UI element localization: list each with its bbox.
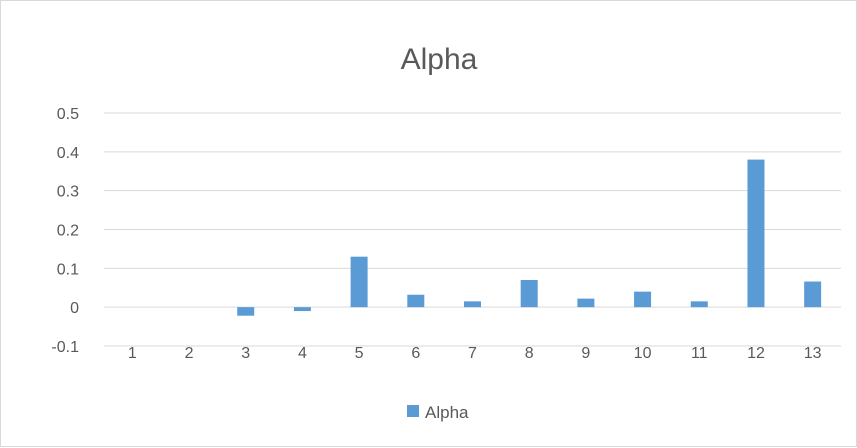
y-tick-label: 0.4 xyxy=(57,145,79,162)
x-tick-label: 9 xyxy=(581,345,590,362)
y-tick-label: 0.5 xyxy=(57,106,79,123)
legend-label: Alpha xyxy=(425,403,469,422)
bar xyxy=(407,294,425,308)
bar xyxy=(634,291,652,308)
gridlines xyxy=(104,112,841,347)
x-tick-label: 1 xyxy=(128,345,137,362)
bar xyxy=(464,301,481,308)
y-tick-label: 0.1 xyxy=(57,261,79,278)
x-tick-label: 3 xyxy=(241,345,250,362)
bar xyxy=(577,298,595,308)
bar xyxy=(293,307,311,312)
x-tick-label: 13 xyxy=(804,345,822,362)
x-tick-label: 11 xyxy=(691,345,708,362)
bar xyxy=(804,281,822,308)
y-tick-label: -0.1 xyxy=(51,339,79,356)
x-tick-label: 8 xyxy=(525,345,534,362)
legend: Alpha xyxy=(407,403,469,422)
chart-title: Alpha xyxy=(401,43,478,76)
y-tick-label: 0.3 xyxy=(57,184,79,201)
bar xyxy=(350,256,368,308)
y-axis-ticks: -0.1 0 0.1 0.2 0.3 0.4 0.5 xyxy=(51,106,79,356)
x-tick-label: 12 xyxy=(747,345,765,362)
x-axis-ticks: 1 2 3 4 5 6 7 8 9 10 11 12 13 xyxy=(128,345,822,362)
bar xyxy=(747,159,765,308)
x-tick-label: 4 xyxy=(298,345,307,362)
bar xyxy=(237,307,255,316)
bars xyxy=(237,159,822,316)
bar xyxy=(690,301,708,308)
x-tick-label: 10 xyxy=(634,345,652,362)
y-tick-label: 0.2 xyxy=(57,223,79,240)
y-tick-label: 0 xyxy=(70,300,79,317)
x-tick-label: 6 xyxy=(411,345,420,362)
bar xyxy=(520,279,538,308)
legend-swatch xyxy=(407,405,419,417)
x-tick-label: 5 xyxy=(355,345,364,362)
x-tick-label: 2 xyxy=(185,345,194,362)
x-tick-label: 7 xyxy=(468,345,477,362)
